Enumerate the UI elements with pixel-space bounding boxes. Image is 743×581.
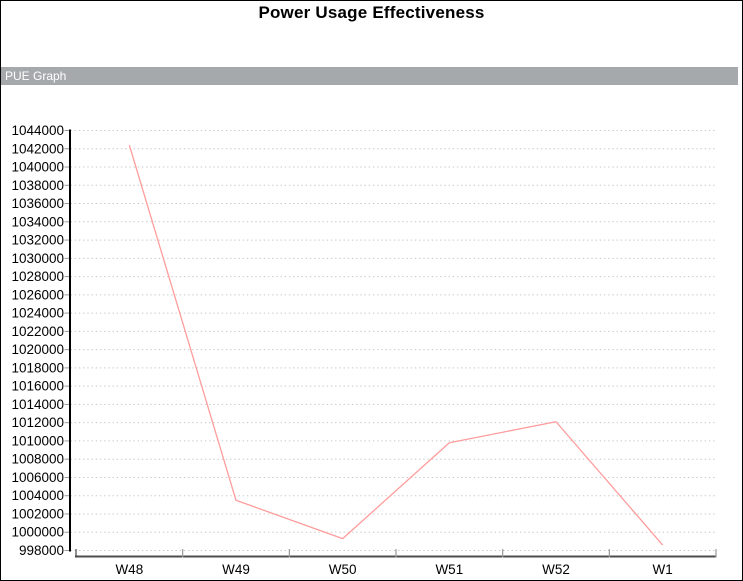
y-tick-label: 998000 <box>19 543 64 558</box>
y-tick-label: 1012000 <box>11 415 64 430</box>
y-tick-label: 1028000 <box>11 269 64 284</box>
y-tick-label: 1026000 <box>11 287 64 302</box>
y-tick-label: 1016000 <box>11 379 64 394</box>
panel-header: PUE Graph <box>1 67 738 85</box>
y-tick-label: 1010000 <box>11 433 64 448</box>
x-tick-label: W48 <box>115 562 143 577</box>
page-title: Power Usage Effectiveness <box>258 3 485 22</box>
y-tick-label: 1020000 <box>11 342 64 357</box>
y-tick-label: 1036000 <box>11 196 64 211</box>
x-tick-label: W49 <box>222 562 250 577</box>
y-tick-label: 1038000 <box>11 178 64 193</box>
y-tick-label: 1032000 <box>11 233 64 248</box>
pue-data-line <box>128 144 664 546</box>
y-tick-label: 1018000 <box>11 360 64 375</box>
y-tick-label: 1030000 <box>11 251 64 266</box>
y-tick-label: 1006000 <box>11 470 64 485</box>
x-tick-label: W51 <box>435 562 463 577</box>
y-tick-label: 1008000 <box>11 452 64 467</box>
y-tick-label: 1000000 <box>11 525 64 540</box>
y-tick-label: 1044000 <box>11 123 64 138</box>
x-tick-label: W50 <box>329 562 357 577</box>
y-tick-label: 1022000 <box>11 324 64 339</box>
y-tick-label: 1042000 <box>11 141 64 156</box>
y-tick-label: 1034000 <box>11 214 64 229</box>
y-tick-label: 1040000 <box>11 160 64 175</box>
panel-header-label: PUE Graph <box>5 69 67 83</box>
x-tick-label: W1 <box>653 562 673 577</box>
y-tick-label: 1014000 <box>11 397 64 412</box>
y-tick-label: 1024000 <box>11 306 64 321</box>
x-tick-label: W52 <box>542 562 570 577</box>
y-tick-label: 1004000 <box>11 488 64 503</box>
y-tick-label: 1002000 <box>11 506 64 521</box>
